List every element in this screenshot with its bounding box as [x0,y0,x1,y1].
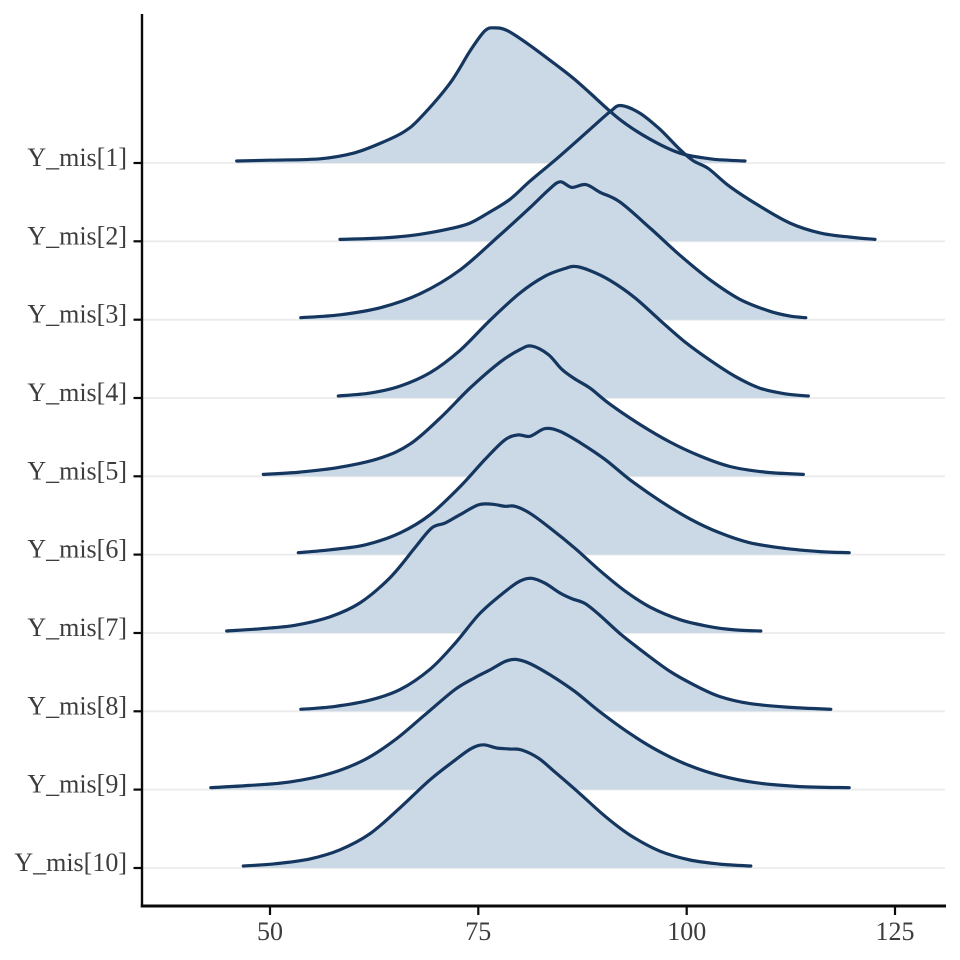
density-outline-Y_mis[7] [225,502,763,633]
y-axis-label-Y_mis[6]: Y_mis[6] [27,535,127,564]
density-outline-Y_mis[8] [299,576,833,711]
density-area-Y_mis[7] [226,503,761,633]
y-axis-label-Y_mis[7]: Y_mis[7] [27,613,127,642]
y-axis-label-Y_mis[3]: Y_mis[3] [27,300,127,329]
density-outlines-layer [209,26,877,868]
y-axis-label-Y_mis[4]: Y_mis[4] [27,378,127,407]
axes-layer [133,14,946,915]
density-area-Y_mis[5] [263,345,804,477]
density-area-Y_mis[6] [298,428,850,555]
density-outline-Y_mis[4] [336,264,810,398]
density-outline-Y_mis[10] [241,743,753,868]
y-axis-label-Y_mis[10]: Y_mis[10] [14,848,127,877]
y-axis-label-Y_mis[8]: Y_mis[8] [27,691,127,720]
density-area-Y_mis[8] [300,578,831,712]
density-area-Y_mis[10] [243,744,751,868]
labels-layer: 50 75 100 125 Y_mis[1] Y_mis[2] Y_mis[3] Y_mis[… [14,143,914,946]
density-area-Y_mis[4] [338,266,809,398]
density-outline-Y_mis[5] [261,344,805,476]
y-axis-label-Y_mis[5]: Y_mis[5] [27,456,127,485]
x-tick-label-75: 75 [465,917,491,946]
x-tick-label-100: 100 [667,917,706,946]
y-axis-label-Y_mis[2]: Y_mis[2] [27,221,127,250]
density-outline-Y_mis[1] [235,26,747,163]
density-area-Y_mis[3] [300,181,806,320]
x-tick-label-50: 50 [257,917,283,946]
density-outline-Y_mis[9] [209,657,851,790]
x-tick-label-125: 125 [876,917,915,946]
density-outline-Y_mis[6] [296,426,851,555]
density-area-Y_mis[2] [340,105,875,242]
y-axis-label-Y_mis[9]: Y_mis[9] [27,770,127,799]
density-outline-Y_mis[3] [299,180,808,320]
density-outline-Y_mis[2] [338,103,877,241]
density-fills-layer [210,27,875,868]
y-axis-label-Y_mis[1]: Y_mis[1] [27,143,127,172]
